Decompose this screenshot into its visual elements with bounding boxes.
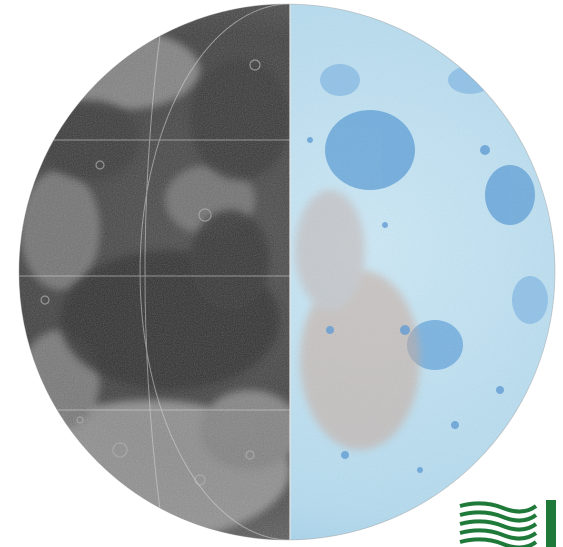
institution-wave-logo-icon: [458, 498, 556, 547]
